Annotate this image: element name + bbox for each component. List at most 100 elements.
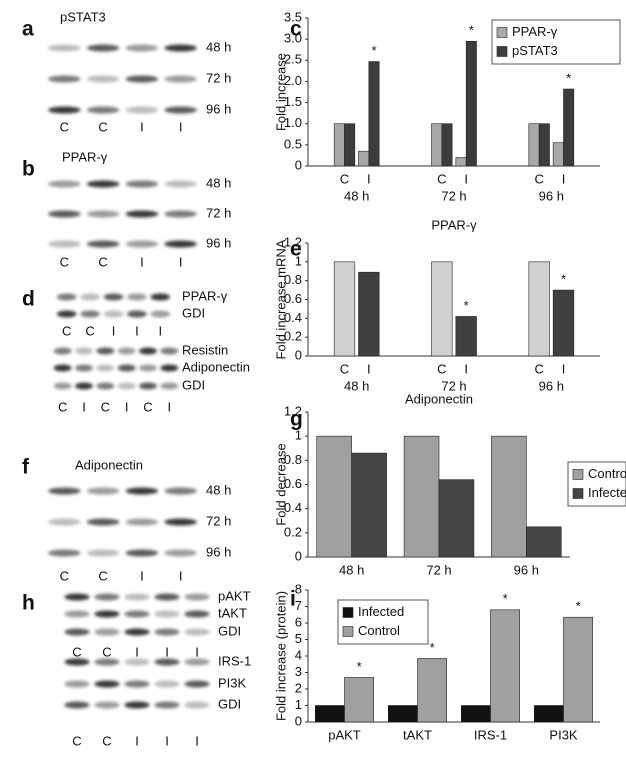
band	[64, 610, 90, 618]
y-axis-label: Fold increase (protein)	[273, 591, 288, 721]
y-tick-label: 1	[295, 697, 302, 712]
band	[160, 364, 179, 372]
row-label: 48 h	[206, 175, 231, 190]
band	[125, 487, 159, 495]
row-label: GDI	[182, 305, 205, 320]
bar	[528, 261, 550, 357]
band	[125, 180, 159, 188]
bar	[344, 123, 356, 167]
x-tick-label: I	[367, 171, 371, 186]
x-tick-label: I	[562, 171, 566, 186]
row-label: 72 h	[206, 513, 231, 528]
band	[48, 518, 81, 526]
y-tick-label: 2.5	[284, 52, 302, 67]
y-tick-label: 0	[295, 548, 302, 563]
lane-label: C	[101, 399, 110, 414]
band	[103, 293, 124, 301]
x-tick-label: C	[340, 361, 349, 376]
band	[125, 106, 159, 114]
y-tick-label: 1.2	[284, 403, 302, 418]
y-axis-label: Fold decrease	[273, 443, 288, 525]
band	[117, 347, 136, 355]
bar	[538, 123, 550, 167]
y-tick-label: 5	[295, 631, 302, 646]
y-tick-label: 0.4	[284, 310, 302, 325]
band	[64, 628, 90, 636]
bar	[552, 142, 564, 167]
row-label: IRS-1	[218, 653, 251, 668]
lane-label: I	[140, 254, 144, 269]
bar	[403, 435, 440, 558]
legend-label: PPAR-γ	[512, 24, 558, 39]
band	[75, 347, 93, 355]
band	[150, 310, 171, 318]
bar	[526, 526, 562, 558]
row-label: Adiponectin	[182, 359, 250, 374]
band	[94, 658, 120, 666]
lane-label: C	[60, 568, 69, 583]
band	[117, 382, 136, 390]
group-label: 96 h	[539, 188, 564, 203]
band	[184, 658, 210, 666]
y-tick-label: 3.0	[284, 31, 302, 46]
group-label: 48 h	[344, 188, 369, 203]
lane-label: I	[168, 399, 172, 414]
blot-title: Adiponectin	[75, 457, 143, 472]
lane-label: C	[102, 733, 111, 748]
band	[124, 701, 150, 709]
band	[94, 610, 120, 618]
panel-letter: b	[22, 158, 35, 181]
bar	[351, 452, 387, 558]
band	[150, 293, 171, 301]
y-tick-label: 0.8	[284, 272, 302, 287]
row-label: 72 h	[206, 205, 231, 220]
legend-label: Infected	[358, 604, 404, 619]
significance-mark: *	[561, 272, 566, 287]
legend-swatch	[496, 46, 508, 57]
band	[64, 701, 90, 709]
lane-label: I	[179, 119, 183, 134]
row-label: Resistin	[182, 342, 228, 357]
row-label: 96 h	[206, 101, 231, 116]
legend-box	[491, 19, 621, 65]
band	[86, 106, 120, 114]
band	[124, 658, 150, 666]
legend-swatch	[496, 27, 508, 38]
lane-label: C	[85, 323, 94, 338]
significance-mark: *	[576, 599, 581, 614]
band	[86, 180, 120, 188]
bar	[441, 123, 453, 167]
band	[103, 310, 124, 318]
band	[86, 210, 120, 218]
band	[75, 364, 93, 372]
bar	[465, 40, 477, 167]
x-tick-label: C	[340, 171, 349, 186]
bar	[528, 123, 540, 167]
x-tick-label: tAKT	[403, 727, 432, 742]
band	[124, 593, 150, 601]
band	[80, 310, 100, 318]
band	[53, 382, 72, 390]
y-tick-label: 0.4	[284, 500, 302, 515]
x-tick-label: 72 h	[426, 562, 451, 577]
bar	[563, 616, 594, 723]
bar	[368, 61, 380, 167]
y-tick-label: 4	[295, 647, 302, 662]
band	[48, 44, 81, 52]
legend-label: Control	[358, 623, 400, 638]
y-tick-label: 7	[295, 598, 302, 613]
lane-label: C	[72, 733, 81, 748]
lane-label: I	[82, 399, 86, 414]
group-label: 72 h	[441, 188, 466, 203]
significance-mark: *	[503, 591, 508, 606]
band	[94, 701, 120, 709]
bar	[460, 705, 491, 723]
band	[164, 240, 197, 248]
x-tick-label: I	[562, 361, 566, 376]
lane-label: C	[60, 254, 69, 269]
band	[96, 382, 115, 390]
bar	[455, 157, 467, 167]
band	[184, 610, 210, 618]
lane-label: I	[112, 323, 116, 338]
row-label: 48 h	[206, 39, 231, 54]
